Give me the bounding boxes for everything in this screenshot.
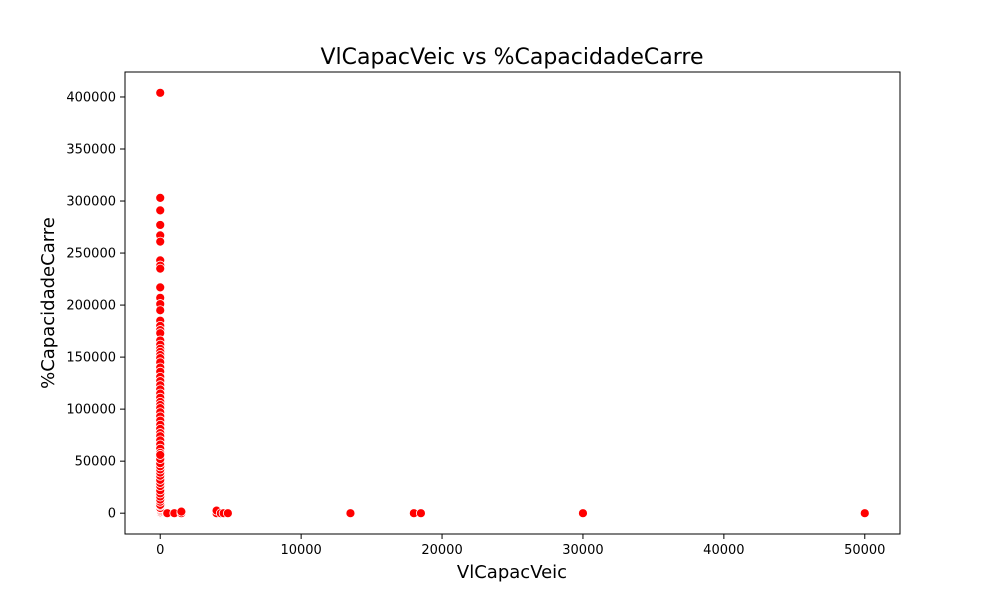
data-point [155, 205, 166, 216]
data-point [222, 508, 233, 519]
data-point [578, 508, 588, 519]
y-tick-label: 250000 [66, 247, 116, 262]
data-point [155, 236, 166, 247]
data-point [176, 506, 187, 517]
y-tick-label: 400000 [66, 90, 116, 105]
data-point [859, 508, 870, 519]
x-tick-label: 50000 [844, 543, 885, 558]
data-point [155, 282, 166, 293]
chart-title: VlCapacVeic vs %CapacidadeCarre [320, 45, 703, 70]
y-tick-label: 0 [108, 507, 116, 522]
x-axis-label: VlCapacVeic [457, 562, 567, 583]
data-point [155, 263, 166, 274]
data-point [155, 193, 166, 203]
y-tick-label: 50000 [75, 455, 116, 470]
x-tick-label: 40000 [703, 543, 744, 558]
y-axis-label: %CapacidadeCarre [38, 217, 59, 389]
x-tick-label: 30000 [562, 543, 603, 558]
axis-ticks: 0 10000 20000 30000 40000 50000 0 50000 100000 15… [66, 90, 885, 558]
data-point [155, 450, 166, 460]
y-tick-label: 200000 [66, 299, 116, 314]
y-tick-label: 350000 [66, 143, 116, 158]
y-tick-label: 100000 [66, 403, 116, 418]
x-tick-label: 10000 [280, 543, 321, 558]
y-tick-label: 300000 [66, 195, 116, 210]
data-point [345, 508, 356, 519]
axes-frame [124, 71, 901, 535]
data-point [155, 87, 166, 98]
x-tick-label: 20000 [421, 543, 462, 558]
data-point [155, 220, 166, 230]
y-tick-label: 150000 [66, 351, 116, 366]
plot-area [155, 87, 870, 519]
data-point [155, 305, 166, 316]
data-point [416, 508, 426, 519]
x-tick-label: 0 [156, 543, 164, 558]
